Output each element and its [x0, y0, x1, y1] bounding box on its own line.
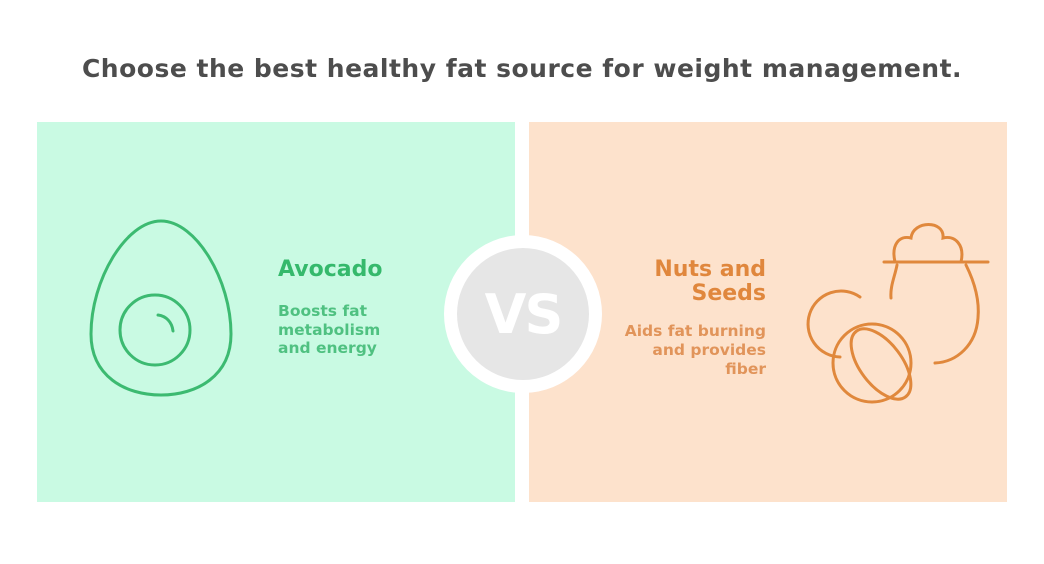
- option-name-nuts-and-seeds: Nuts and Seeds: [654, 257, 766, 307]
- vs-badge: VS: [444, 235, 602, 393]
- vs-badge-circle: VS: [457, 248, 589, 380]
- option-name-avocado: Avocado: [278, 257, 383, 282]
- avocado-icon: [82, 218, 240, 398]
- option-description-avocado: Boosts fat metabolism and energy: [278, 302, 381, 358]
- option-card-avocado[interactable]: Avocado Boosts fat metabolism and energy: [37, 122, 515, 502]
- option-text-avocado: Avocado Boosts fat metabolism and energy: [278, 257, 428, 358]
- page-title: Choose the best healthy fat source for w…: [81, 54, 963, 83]
- option-card-nuts-and-seeds[interactable]: Nuts and Seeds Aids fat burning and prov…: [529, 122, 1007, 502]
- vs-badge-label: VS: [484, 282, 564, 346]
- nuts-and-seeds-icon: [793, 214, 993, 406]
- option-description-nuts-and-seeds: Aids fat burning and provides fiber: [624, 322, 766, 378]
- option-text-nuts-and-seeds: Nuts and Seeds Aids fat burning and prov…: [616, 257, 766, 378]
